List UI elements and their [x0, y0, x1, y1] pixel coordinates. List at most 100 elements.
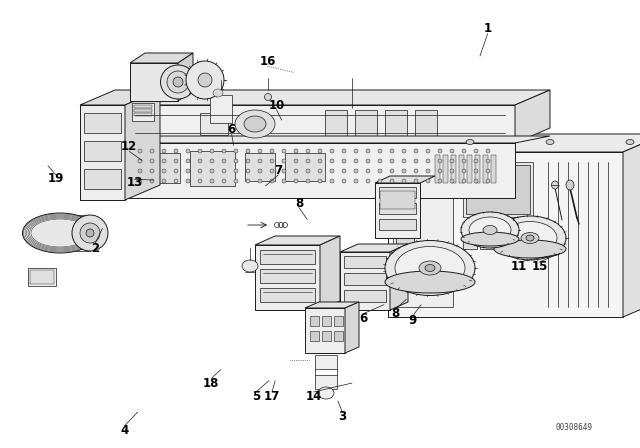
Ellipse shape [222, 179, 226, 183]
Ellipse shape [294, 149, 298, 153]
Polygon shape [515, 90, 550, 143]
Ellipse shape [462, 169, 466, 173]
Ellipse shape [270, 169, 274, 173]
Ellipse shape [22, 213, 97, 253]
Text: 9: 9 [409, 314, 417, 327]
Bar [200, 113, 228, 135]
Ellipse shape [342, 159, 346, 163]
Bar [396, 230, 414, 244]
Ellipse shape [426, 169, 430, 173]
Bar [463, 227, 477, 249]
Ellipse shape [294, 179, 298, 183]
Ellipse shape [395, 246, 465, 289]
Bar [334, 331, 343, 341]
Bar [396, 164, 414, 178]
Ellipse shape [462, 179, 466, 183]
Ellipse shape [282, 159, 286, 163]
Text: 17: 17 [264, 390, 280, 403]
Text: 16: 16 [259, 55, 276, 69]
Ellipse shape [80, 223, 100, 243]
Polygon shape [178, 53, 193, 101]
Text: 8: 8 [295, 197, 303, 211]
Ellipse shape [330, 179, 334, 183]
Bar [355, 110, 377, 138]
Ellipse shape [318, 169, 322, 173]
Ellipse shape [342, 179, 346, 183]
Ellipse shape [474, 149, 478, 153]
Polygon shape [80, 90, 160, 105]
Bar [491, 155, 496, 183]
Ellipse shape [486, 159, 490, 163]
Ellipse shape [366, 169, 370, 173]
Bar [125, 105, 515, 143]
Bar [325, 110, 347, 138]
Bar [84, 169, 121, 189]
Bar [396, 252, 414, 266]
Ellipse shape [402, 179, 406, 183]
Bar [305, 308, 345, 353]
Ellipse shape [390, 179, 394, 183]
Ellipse shape [150, 159, 154, 163]
Bar [514, 227, 528, 249]
Bar [210, 95, 232, 123]
Ellipse shape [186, 169, 190, 173]
Ellipse shape [402, 159, 406, 163]
Ellipse shape [234, 169, 238, 173]
Bar [134, 105, 152, 108]
Ellipse shape [366, 179, 370, 183]
Ellipse shape [213, 89, 223, 97]
Bar [388, 152, 623, 317]
Ellipse shape [186, 149, 190, 153]
Ellipse shape [150, 149, 154, 153]
Ellipse shape [210, 159, 214, 163]
Ellipse shape [414, 179, 418, 183]
Ellipse shape [246, 149, 250, 153]
Bar [84, 113, 121, 133]
Ellipse shape [234, 149, 238, 153]
Ellipse shape [330, 169, 334, 173]
Ellipse shape [150, 169, 154, 173]
Ellipse shape [521, 233, 539, 244]
Bar [385, 110, 407, 138]
Polygon shape [255, 236, 340, 245]
Ellipse shape [234, 179, 238, 183]
Ellipse shape [414, 149, 418, 153]
Bar [443, 155, 448, 183]
Text: 19: 19 [47, 172, 64, 185]
Ellipse shape [210, 169, 214, 173]
Ellipse shape [258, 179, 262, 183]
Ellipse shape [474, 159, 478, 163]
Ellipse shape [246, 159, 250, 163]
Bar [475, 155, 480, 183]
Ellipse shape [198, 149, 202, 153]
Ellipse shape [474, 169, 478, 173]
Ellipse shape [330, 159, 334, 163]
Ellipse shape [438, 179, 442, 183]
Ellipse shape [270, 149, 274, 153]
Ellipse shape [385, 271, 475, 293]
Ellipse shape [354, 179, 358, 183]
Ellipse shape [342, 169, 346, 173]
Text: 12: 12 [121, 140, 138, 154]
Ellipse shape [173, 77, 183, 87]
Bar [483, 155, 488, 183]
Bar [463, 162, 533, 217]
Text: 4: 4 [121, 423, 129, 437]
Polygon shape [388, 134, 640, 152]
Bar [322, 316, 331, 326]
Ellipse shape [526, 235, 534, 241]
Ellipse shape [222, 169, 226, 173]
Bar [435, 155, 440, 183]
Bar [145, 153, 180, 183]
Text: 11: 11 [510, 260, 527, 273]
Ellipse shape [461, 212, 519, 248]
Ellipse shape [426, 159, 430, 163]
Ellipse shape [414, 159, 418, 163]
Ellipse shape [378, 159, 382, 163]
Bar [393, 162, 453, 307]
Ellipse shape [270, 179, 274, 183]
Ellipse shape [390, 169, 394, 173]
Ellipse shape [385, 241, 475, 296]
Ellipse shape [318, 149, 322, 153]
Ellipse shape [138, 149, 142, 153]
